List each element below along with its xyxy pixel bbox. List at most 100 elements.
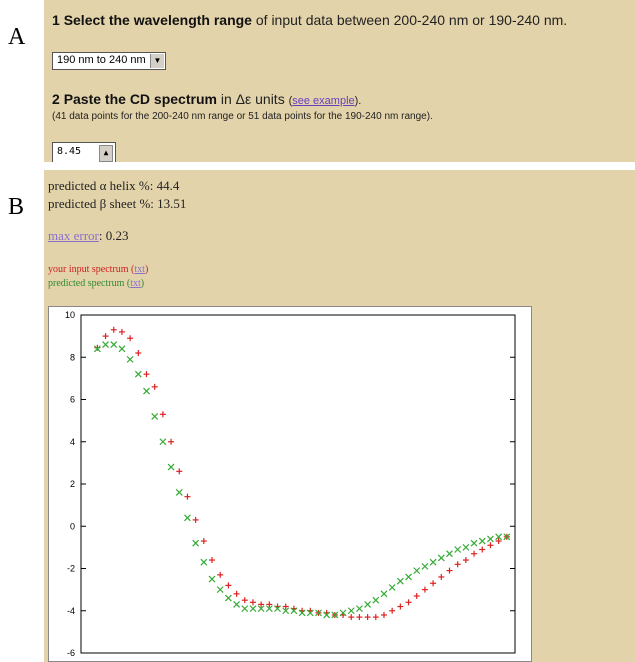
y-tick-label: 4	[70, 437, 75, 447]
predicted-point	[184, 514, 191, 522]
helix-result: predicted α helix %: 44.4	[48, 178, 179, 194]
input-panel: 1 Select the wavelength range of input d…	[44, 0, 635, 162]
predicted-point	[323, 611, 331, 619]
predicted-spectrum-legend: predicted spectrum (txt)	[48, 278, 145, 289]
max-error-link[interactable]: max error	[48, 228, 99, 243]
input-point	[438, 573, 445, 580]
predicted-point	[265, 605, 273, 613]
predicted-point	[274, 605, 281, 613]
input-point	[471, 550, 478, 557]
input-point	[135, 350, 142, 357]
input-point	[348, 614, 355, 621]
input-point	[430, 580, 437, 587]
predicted-point	[175, 489, 183, 496]
y-tick-label: 2	[70, 479, 75, 489]
predicted-point	[93, 345, 101, 353]
input-point	[421, 586, 428, 593]
predicted-point	[372, 596, 380, 604]
predicted-point	[233, 600, 241, 608]
predicted-point	[282, 607, 290, 615]
input-point	[266, 601, 273, 608]
y-tick-label: 0	[70, 521, 75, 531]
predicted-point	[405, 573, 412, 581]
predicted-point	[380, 590, 388, 598]
predicted-point	[200, 558, 208, 566]
predicted-point	[167, 463, 175, 471]
predicted-point	[421, 562, 429, 570]
predicted-point	[118, 345, 126, 353]
predicted-point	[208, 575, 216, 583]
scroll-up-icon[interactable]: ▲	[99, 145, 113, 162]
sheet-label: predicted β sheet %:	[48, 196, 154, 211]
input-point	[380, 611, 387, 618]
predicted-point	[143, 387, 150, 395]
predicted-point	[151, 412, 159, 420]
predicted-txt-link[interactable]: txt	[130, 278, 141, 289]
spectrum-plot: -6 -4 -2 0 2 4 6 8 10	[65, 310, 516, 658]
input-spectrum-legend: your input spectrum (txt)	[48, 264, 149, 275]
sheet-value: 13.51	[157, 196, 187, 211]
input-point	[102, 333, 109, 340]
input-point	[241, 597, 248, 604]
predicted-point	[355, 605, 363, 613]
predicted-point	[241, 605, 249, 613]
predicted-point	[159, 438, 167, 446]
y-tick-label: 8	[70, 352, 75, 362]
data-points-note: (41 data points for the 200-240 nm range…	[52, 111, 433, 122]
predicted-point	[249, 605, 257, 613]
input-point	[225, 582, 232, 589]
input-point	[258, 601, 265, 608]
predicted-point	[429, 558, 437, 566]
input-point	[143, 371, 150, 378]
step1-number: 1	[52, 12, 60, 28]
step2-text: in Δε units	[220, 91, 285, 107]
predicted-point	[364, 600, 372, 608]
predicted-point	[437, 554, 445, 562]
helix-value: 44.4	[156, 178, 180, 193]
predicted-point	[216, 586, 224, 594]
results-panel: predicted α helix %: 44.4 predicted β sh…	[44, 170, 635, 662]
max-error-value: 0.23	[105, 228, 129, 243]
input-point	[217, 571, 224, 578]
y-tick-label: 10	[65, 310, 75, 320]
input-point	[192, 516, 199, 523]
input-point	[364, 614, 371, 621]
predicted-point	[462, 543, 470, 551]
input-point	[356, 614, 363, 621]
y-tick-label: -6	[67, 648, 75, 658]
predicted-point	[347, 607, 355, 615]
input-point	[168, 438, 175, 445]
input-point	[184, 493, 191, 500]
input-point	[487, 542, 494, 549]
input-point	[454, 561, 461, 568]
predicted-point	[315, 609, 322, 617]
predicted-point	[298, 609, 306, 617]
y-tick-label: -4	[67, 606, 75, 616]
input-point	[405, 599, 412, 606]
input-point	[479, 546, 486, 553]
step2-number: 2	[52, 91, 60, 107]
input-txt-link[interactable]: txt	[134, 264, 145, 275]
input-point	[495, 538, 502, 545]
wavelength-range-value: 190 nm to 240 nm	[57, 54, 146, 66]
input-point	[233, 590, 240, 597]
chevron-down-icon[interactable]: ▼	[150, 54, 164, 68]
step1-text: of input data between 200-240 nm or 190-…	[255, 12, 568, 28]
predicted-point	[503, 533, 511, 541]
predicted-point	[224, 594, 232, 602]
input-point	[413, 592, 420, 599]
max-error-result: max error: 0.23	[48, 228, 129, 243]
spectrum-chart: -6 -4 -2 0 2 4 6 8 10	[48, 306, 532, 662]
wavelength-range-select[interactable]: 190 nm to 240 nm ▼	[52, 52, 166, 70]
see-example-link[interactable]: see example	[292, 95, 355, 107]
predicted-point	[388, 584, 396, 591]
predicted-point	[454, 546, 462, 553]
predicted-point	[470, 539, 478, 547]
input-point	[94, 344, 101, 351]
plot-frame	[80, 314, 516, 654]
step2-bold: Paste the CD spectrum	[63, 91, 217, 107]
input-point	[372, 614, 379, 621]
input-point	[159, 411, 166, 418]
y-tick-label: -2	[67, 564, 75, 574]
cd-spectrum-textarea[interactable]: 8.45 ▲	[52, 142, 116, 162]
